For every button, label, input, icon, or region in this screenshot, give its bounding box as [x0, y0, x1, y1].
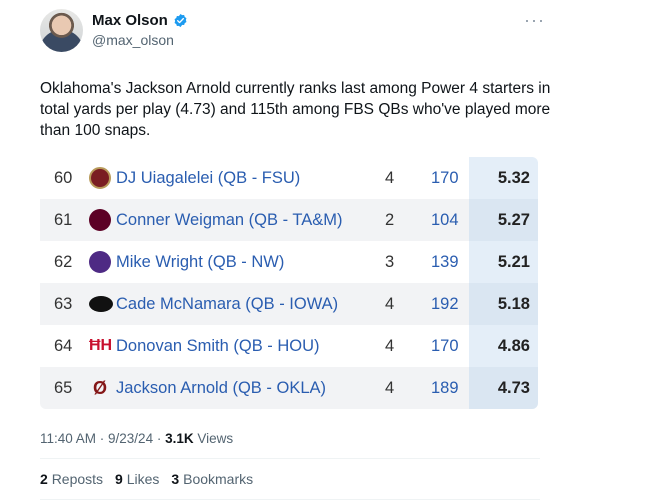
- rank: 62: [54, 253, 73, 271]
- rank: 64: [54, 337, 73, 355]
- display-name[interactable]: Max Olson: [92, 12, 168, 29]
- games: 4: [385, 295, 395, 313]
- table-row: 63 Cade McNamara (QB - IOWA) 4 192 5.18: [40, 283, 538, 325]
- likes-link[interactable]: 9 Likes: [115, 471, 160, 487]
- tamu-logo-icon: [89, 209, 111, 231]
- plays: 170: [431, 169, 459, 187]
- games: 4: [385, 169, 395, 187]
- rank: 63: [54, 295, 73, 313]
- iowa-logo-icon: [89, 296, 113, 312]
- games: 3: [385, 253, 395, 271]
- yards-per-play: 5.27: [469, 199, 538, 241]
- plays: 139: [431, 253, 459, 271]
- divider: [40, 458, 540, 459]
- fsu-logo-icon: [89, 167, 111, 189]
- games: 4: [385, 379, 395, 397]
- bookmarks-link[interactable]: 3 Bookmarks: [171, 471, 254, 487]
- northwestern-logo-icon: [89, 251, 111, 273]
- yards-per-play: 5.18: [469, 283, 538, 325]
- reposts-link[interactable]: 2 Reposts: [40, 471, 104, 487]
- views-count: 3.1K: [165, 431, 194, 446]
- games: 4: [385, 337, 395, 355]
- table-row: 60 DJ Uiagalelei (QB - FSU) 4 170 5.32: [40, 157, 538, 199]
- table-row: 65 Ø Jackson Arnold (QB - OKLA) 4 189 4.…: [40, 367, 538, 409]
- table-row: 64 ĦH Donovan Smith (QB - HOU) 4 170 4.8…: [40, 325, 538, 367]
- yards-per-play: 4.86: [469, 325, 538, 367]
- tweet-text: Oklahoma's Jackson Arnold currently rank…: [40, 80, 551, 139]
- rank: 60: [54, 169, 73, 187]
- more-options-icon[interactable]: ···: [524, 10, 545, 30]
- stats-table-image[interactable]: 60 DJ Uiagalelei (QB - FSU) 4 170 5.32 6…: [40, 157, 538, 409]
- author-name-row: Max Olson: [92, 12, 188, 29]
- yards-per-play: 5.32: [469, 157, 538, 199]
- player-name: Mike Wright (QB - NW): [116, 253, 285, 271]
- player-name: DJ Uiagalelei (QB - FSU): [116, 169, 301, 187]
- yards-per-play: 5.21: [469, 241, 538, 283]
- games: 2: [385, 211, 395, 229]
- engagement-stats: 2 Reposts 9 Likes 3 Bookmarks: [40, 471, 253, 487]
- timestamp[interactable]: 11:40 AM · 9/23/24 ·: [40, 431, 166, 446]
- rank: 61: [54, 211, 73, 229]
- verified-badge-icon: [174, 13, 187, 28]
- plays: 189: [431, 379, 459, 397]
- player-name: Donovan Smith (QB - HOU): [116, 337, 320, 355]
- houston-logo-icon: ĦH: [89, 337, 113, 354]
- plays: 192: [431, 295, 459, 313]
- views-label: Views: [193, 431, 234, 446]
- player-name: Conner Weigman (QB - TA&M): [116, 211, 343, 229]
- oklahoma-logo-icon: Ø: [92, 378, 107, 398]
- yards-per-play: 4.73: [469, 367, 538, 409]
- author-handle[interactable]: @max_olson: [92, 32, 174, 48]
- plays: 170: [431, 337, 459, 355]
- table-row: 62 Mike Wright (QB - NW) 3 139 5.21: [40, 241, 538, 283]
- rank: 65: [54, 379, 73, 397]
- player-name: Cade McNamara (QB - IOWA): [116, 295, 339, 313]
- table-row: 61 Conner Weigman (QB - TA&M) 2 104 5.27: [40, 199, 538, 241]
- player-name: Jackson Arnold (QB - OKLA): [116, 379, 326, 397]
- tweet-meta: 11:40 AM · 9/23/24 · 3.1K Views: [40, 431, 233, 446]
- plays: 104: [431, 211, 459, 229]
- avatar[interactable]: [40, 9, 83, 52]
